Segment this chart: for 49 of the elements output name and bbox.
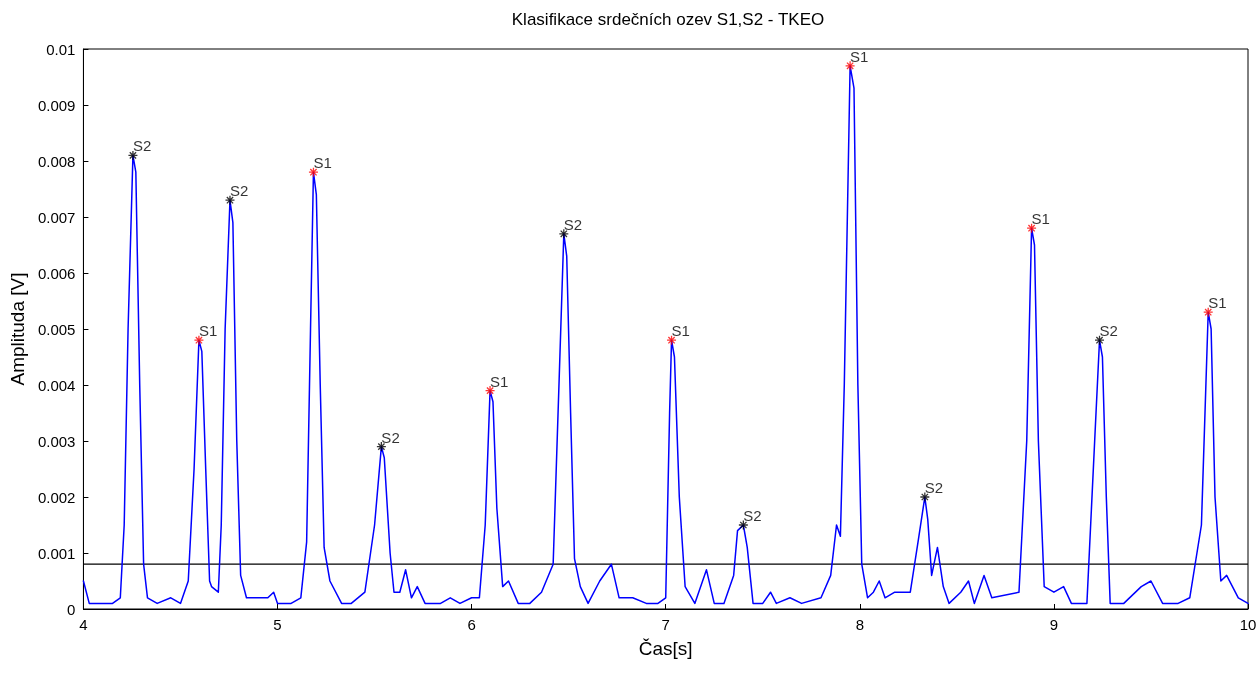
y-tick-label: 0.007: [37, 208, 76, 226]
point: [919, 491, 930, 503]
x-tick-label: 5: [273, 616, 282, 633]
y-tick-label: 0: [67, 600, 76, 618]
x-tick-label: 6: [467, 616, 476, 633]
text: S2: [563, 215, 583, 233]
text: S2: [743, 507, 762, 524]
y-tick-label: 0.001: [37, 544, 76, 562]
series-label: S1: [198, 322, 218, 340]
x-tick-label: 4: [79, 616, 88, 633]
point: [844, 60, 856, 71]
point: [127, 150, 139, 161]
point: [484, 385, 496, 396]
y-tick-label: 0.006: [37, 264, 76, 282]
text: S2: [381, 428, 400, 446]
chart-title: Klasifikace srdečních ozev S1,S2 - TKEO: [511, 10, 825, 29]
point: [193, 335, 205, 346]
text: S1: [1031, 210, 1050, 228]
x-tick-label: 10: [1239, 616, 1257, 633]
y-tick-label: 0.005: [37, 320, 76, 338]
x-tick-label: 8: [855, 616, 864, 633]
point: [1026, 223, 1037, 234]
text: S2: [924, 479, 944, 496]
x-tick-label: 9: [1049, 616, 1059, 633]
x-axis-title: Čas[s]: [638, 638, 693, 659]
point: [1094, 335, 1105, 346]
series-label: S2: [132, 137, 152, 155]
y-tick-label: 0.002: [37, 488, 76, 506]
y-tick-label: 0.009: [37, 96, 76, 114]
text: S1: [490, 372, 509, 390]
x-tick-label: 7: [661, 616, 670, 633]
text: S1: [313, 154, 332, 172]
point: [376, 441, 387, 452]
text: S1: [1208, 294, 1227, 312]
y-tick-label: 0.008: [37, 152, 76, 170]
point: [666, 335, 677, 346]
point: [1203, 307, 1214, 318]
text: S2: [1099, 322, 1118, 340]
y-tick-label: 0.01: [46, 40, 76, 58]
text: S1: [671, 322, 690, 340]
text: S1: [850, 47, 869, 65]
point: [558, 228, 569, 239]
point: [224, 195, 236, 206]
text: S2: [229, 182, 249, 200]
y-axis-title: Amplituda [V]: [7, 272, 28, 386]
point: [738, 519, 749, 531]
point: [308, 167, 319, 178]
y-tick-label: 0.004: [37, 376, 76, 394]
y-tick-label: 0.003: [37, 432, 76, 450]
